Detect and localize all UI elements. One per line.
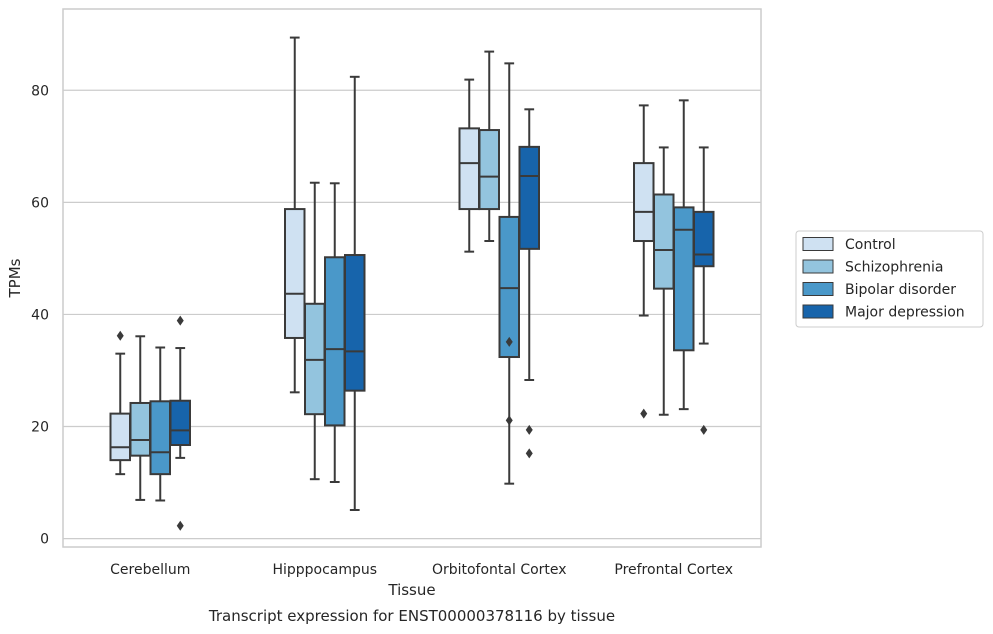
box-0-3 [169, 315, 191, 531]
box-body [129, 401, 151, 457]
box-body [653, 193, 675, 290]
legend-swatch [802, 259, 834, 274]
box-body [498, 215, 520, 359]
x-tick-label: Orbitofontal Cortex [432, 562, 567, 578]
box-body [478, 129, 500, 211]
legend: Control Schizophrenia Bipolar disorder Majo… [795, 230, 984, 328]
figure-caption: Transcript expression for ENST0000037811… [208, 607, 615, 625]
box-3-2 [673, 99, 695, 411]
box-0-1 [129, 335, 151, 501]
legend-frame [795, 230, 984, 328]
legend-entry: Control [845, 237, 896, 253]
legend-entry: Bipolar disorder [845, 282, 956, 298]
box-3-0 [633, 104, 655, 419]
box-1-2 [324, 182, 346, 483]
box-body [284, 208, 306, 339]
legend-swatch [802, 304, 834, 319]
legend-swatch [802, 282, 834, 296]
outlier-point [700, 424, 708, 435]
box-body [633, 162, 655, 243]
y-tick-label: 20 [31, 420, 49, 436]
outlier-point [525, 424, 533, 435]
y-tick-label: 80 [31, 83, 49, 99]
legend-entry: Schizophrenia [845, 260, 943, 276]
box-body [344, 254, 366, 392]
box-body [673, 206, 695, 352]
plot-frame [62, 8, 762, 548]
outlier-point [640, 408, 648, 419]
legend-swatch [802, 237, 834, 251]
y-axis-ticks: 0 20 40 60 80 [31, 83, 49, 547]
box-body [693, 210, 715, 268]
y-tick-label: 40 [31, 307, 49, 323]
box-3-3 [693, 146, 715, 435]
box-2-2 [498, 62, 520, 485]
box-1-0 [284, 36, 306, 394]
box-body [324, 256, 346, 427]
x-tick-label: Hipppocampus [272, 562, 377, 578]
x-axis-ticks: Cerebellum Hipppocampus Orbitofontal Corte… [110, 562, 733, 578]
outlier-point [505, 336, 513, 347]
outlier-point [116, 330, 124, 341]
box-plot-marks [109, 36, 715, 531]
box-2-1 [478, 50, 500, 243]
x-axis-label: Tissue [387, 581, 435, 599]
box-body [149, 400, 171, 476]
y-axis-label: TPMs [6, 258, 24, 298]
box-3-1 [653, 146, 675, 416]
y-tick-label: 0 [40, 532, 49, 548]
box-body [518, 145, 540, 250]
box-0-2 [149, 346, 171, 502]
x-tick-label: Prefrontal Cortex [614, 562, 733, 578]
x-tick-label: Cerebellum [110, 562, 190, 578]
outlier-point [525, 448, 533, 459]
box-body [109, 412, 131, 462]
box-2-0 [458, 78, 480, 253]
box-0-0 [109, 330, 131, 476]
outlier-point [505, 415, 513, 426]
box-2-3 [518, 108, 540, 459]
box-body [458, 127, 480, 211]
outlier-point [176, 520, 184, 531]
outlier-point [176, 315, 184, 326]
legend-entry: Major depression [845, 305, 965, 321]
box-body [169, 399, 191, 447]
box-1-3 [344, 75, 366, 512]
box-1-1 [304, 181, 326, 481]
y-tick-label: 60 [31, 195, 49, 211]
